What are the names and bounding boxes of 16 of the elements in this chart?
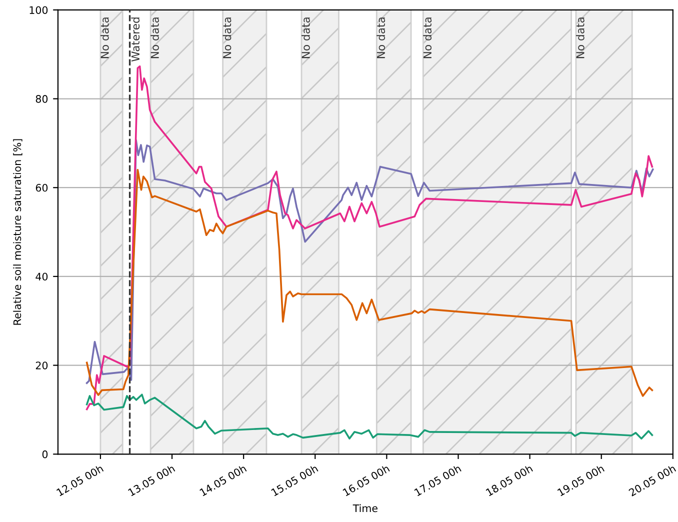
x-axis-title: Time	[352, 504, 378, 512]
band-label: No data	[376, 18, 386, 58]
y-tick-label: 80	[36, 95, 48, 103]
band-label: No data	[222, 18, 232, 58]
y-tick-label: 100	[30, 6, 48, 14]
band-label: No data	[423, 18, 432, 58]
band-label: No data	[100, 18, 109, 58]
band-label: No data	[576, 18, 584, 58]
band-label: No data	[302, 18, 310, 58]
y-tick-label: 60	[36, 184, 48, 192]
y-tick-label: 40	[36, 272, 48, 280]
y-axis-title: Relative soil moisture saturation [%]	[13, 139, 22, 325]
y-tick-label: 20	[36, 362, 48, 370]
y-tick-label: 0	[42, 450, 48, 458]
band-label: No data	[150, 18, 159, 58]
ref-line-label: Watered	[131, 18, 140, 62]
